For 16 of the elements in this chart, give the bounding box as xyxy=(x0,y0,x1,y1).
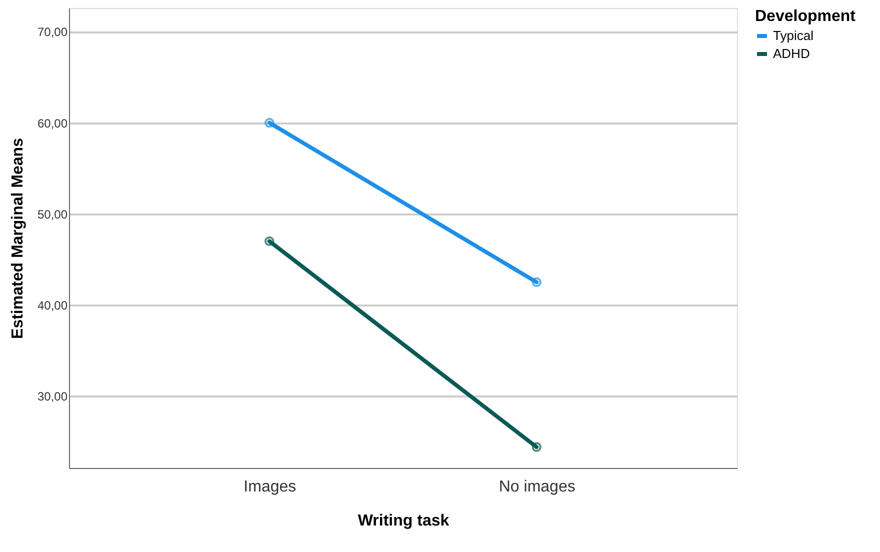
x-axis-title: Writing task xyxy=(358,512,450,530)
legend-label: Typical xyxy=(773,28,814,43)
y-tick-label: 40,00 xyxy=(37,298,68,312)
legend-title: Development xyxy=(755,8,856,25)
x-tick-label: No images xyxy=(498,478,576,496)
y-tick-label: 70,00 xyxy=(37,25,68,40)
point xyxy=(532,277,542,288)
point xyxy=(264,236,274,246)
y-tick-label: 50,00 xyxy=(37,207,68,222)
y-axis-title: Estimated Marginal Means xyxy=(9,138,26,339)
x-tick-label: Images xyxy=(244,478,296,496)
point xyxy=(532,442,542,452)
legend-label: ADHD xyxy=(773,46,810,61)
y-tick-label: 60,00 xyxy=(37,116,68,130)
point xyxy=(264,118,274,128)
y-tick-label: 30,00 xyxy=(37,390,68,404)
